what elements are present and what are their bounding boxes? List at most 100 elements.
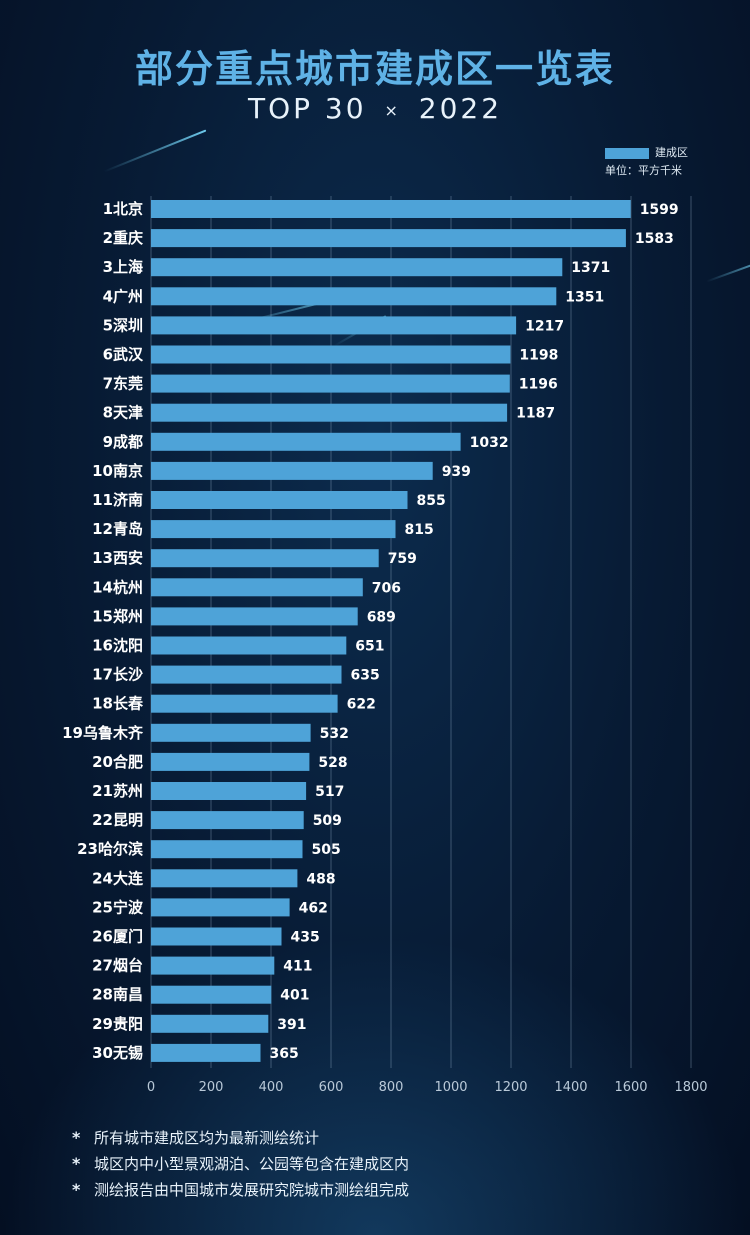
value-label: 1583 (635, 231, 674, 247)
x-tick-label: 200 (199, 1080, 224, 1095)
category-label: 23哈尔滨 (77, 840, 143, 858)
category-label: 6武汉 (103, 346, 144, 364)
footnote-marker: * (72, 1154, 81, 1173)
value-label: 462 (299, 900, 328, 916)
bar (151, 636, 347, 655)
value-label: 509 (313, 813, 342, 829)
x-tick-label: 800 (379, 1080, 404, 1095)
category-label: 19乌鲁木齐 (62, 724, 144, 742)
category-label: 7东莞 (103, 375, 143, 393)
bar (151, 200, 631, 218)
category-label: 9成都 (103, 433, 143, 451)
bar (151, 520, 396, 539)
category-label: 5深圳 (103, 316, 143, 334)
bar (151, 927, 282, 946)
x-tick-label: 400 (259, 1080, 284, 1095)
subtitle-year: 2022 (418, 92, 503, 125)
subtitle-top30: TOP 30 (247, 92, 367, 125)
bar (151, 898, 290, 917)
x-tick-label: 0 (147, 1080, 155, 1095)
chart-legend: 建成区 单位：平方千米 (605, 144, 688, 177)
value-label: 532 (320, 726, 349, 742)
value-label: 759 (388, 551, 417, 567)
bar (151, 345, 511, 364)
category-label: 22昆明 (92, 811, 143, 829)
value-label: 622 (347, 697, 376, 713)
value-label: 1371 (571, 260, 610, 276)
category-label: 1北京 (103, 200, 143, 218)
value-label: 855 (417, 493, 446, 509)
category-label: 18长春 (92, 695, 143, 713)
bar (151, 840, 303, 859)
value-label: 1032 (470, 435, 509, 451)
bar (151, 549, 379, 568)
category-label: 27烟台 (92, 957, 143, 975)
value-label: 488 (306, 871, 335, 887)
legend-swatch (605, 147, 649, 159)
x-tick-label: 1600 (614, 1080, 647, 1095)
value-label: 517 (315, 784, 344, 800)
footnote-text: 城区内中小型景观湖泊、公园等包含在建成区内 (94, 1155, 410, 1173)
value-label: 706 (372, 580, 401, 596)
category-label: 30无锡 (92, 1044, 143, 1062)
chart-title: 部分重点城市建成区一览表 (134, 47, 615, 91)
bar (151, 811, 304, 830)
footnotes: * 所有城市建成区均为最新测绘统计 * 城区内中小型景观湖泊、公园等包含在建成区内 … (72, 1125, 409, 1203)
bar (151, 403, 508, 422)
value-label: 411 (283, 959, 312, 975)
x-tick-label: 1000 (434, 1080, 467, 1095)
bar (151, 374, 510, 393)
category-label: 11济南 (92, 491, 143, 509)
bar (151, 491, 408, 509)
bar (151, 229, 626, 248)
bar (151, 258, 563, 277)
bar (151, 607, 358, 626)
bar (151, 694, 338, 713)
category-label: 10南京 (92, 462, 143, 480)
value-label: 635 (351, 668, 380, 684)
footnote: * 城区内中小型景观湖泊、公园等包含在建成区内 (72, 1151, 409, 1177)
category-label: 14杭州 (92, 578, 143, 596)
value-label: 365 (270, 1046, 299, 1062)
category-label: 24大连 (92, 869, 144, 887)
bar (151, 432, 461, 451)
category-label: 12青岛 (92, 520, 143, 538)
footnote-text: 所有城市建成区均为最新测绘统计 (94, 1129, 320, 1147)
value-label: 1196 (519, 377, 558, 393)
category-label: 21苏州 (92, 782, 143, 800)
category-label: 16沈阳 (92, 637, 143, 655)
category-label: 20合肥 (92, 753, 143, 771)
bar (151, 1014, 269, 1033)
bar (151, 665, 342, 684)
value-label: 1187 (516, 406, 555, 422)
category-label: 13西安 (92, 549, 143, 567)
footnote-marker: * (72, 1128, 81, 1147)
footnote: * 测绘报告由中国城市发展研究院城市测绘组完成 (72, 1177, 409, 1203)
bar (151, 287, 557, 306)
background-wave (0, 935, 750, 1235)
subtitle-separator: × (384, 100, 401, 120)
chart-subtitle: TOP 30 × 2022 (0, 92, 750, 125)
category-label: 2重庆 (103, 229, 143, 247)
bar (151, 1043, 261, 1062)
value-label: 939 (442, 464, 471, 480)
bar (151, 578, 363, 597)
legend-unit: 单位：平方千米 (605, 164, 682, 177)
value-label: 1198 (519, 348, 558, 364)
bar (151, 869, 298, 888)
bar (151, 316, 517, 335)
value-label: 528 (318, 755, 347, 771)
category-label: 3上海 (103, 258, 143, 276)
value-label: 505 (312, 842, 341, 858)
category-label: 17长沙 (92, 666, 143, 684)
value-label: 435 (291, 930, 320, 946)
x-tick-label: 600 (319, 1080, 344, 1095)
x-tick-label: 1800 (674, 1080, 707, 1095)
bar (151, 956, 275, 975)
category-label: 15郑州 (92, 607, 143, 625)
bar (151, 461, 433, 480)
value-label: 401 (280, 988, 309, 1004)
value-label: 689 (367, 609, 396, 625)
category-label: 26厦门 (92, 928, 143, 946)
